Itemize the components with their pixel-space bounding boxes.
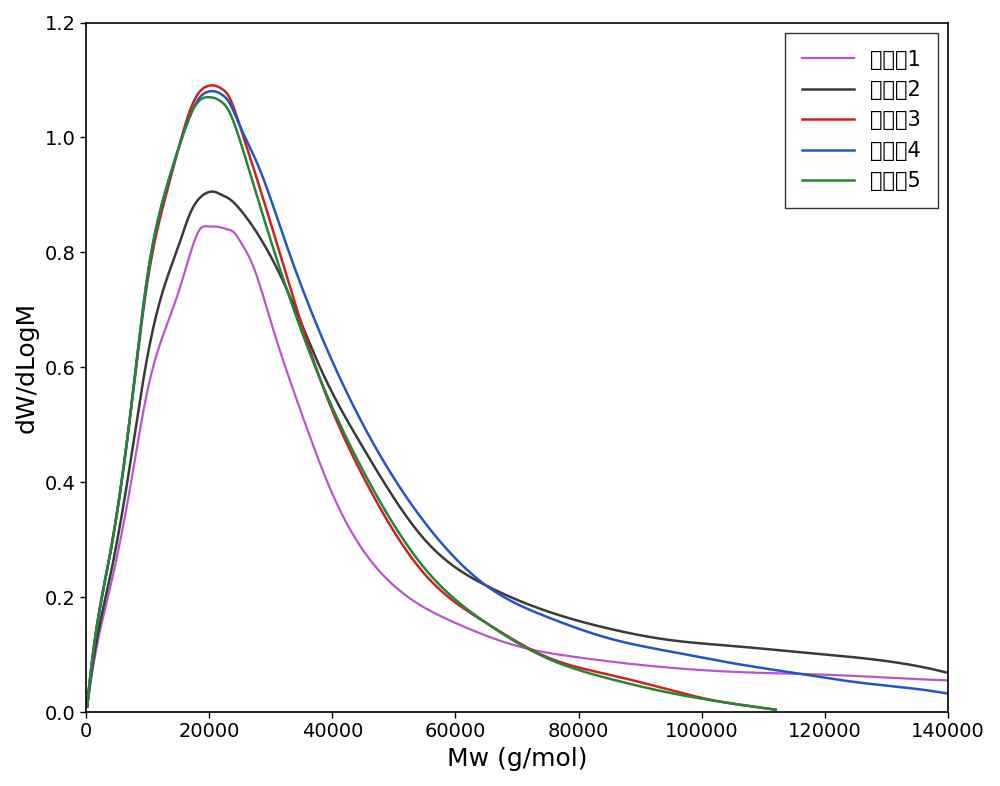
Line: 实施兠2: 实施兠2 bbox=[87, 192, 948, 707]
实施兠4 bbox=[631, 641, 643, 650]
X-axis label: Mw (g/mol): Mw (g/mol) bbox=[447, 747, 587, 771]
Line: 实施兠3: 实施兠3 bbox=[87, 86, 776, 710]
实施兠5 bbox=[521, 644, 533, 653]
实施兠2 bbox=[134, 395, 146, 405]
实施兠5 bbox=[482, 619, 494, 629]
实施兠3 bbox=[500, 630, 512, 640]
实施兠4 bbox=[582, 627, 594, 637]
实施兠3 bbox=[521, 642, 533, 652]
实施兠1 bbox=[824, 670, 836, 680]
实施兠1 bbox=[81, 702, 93, 711]
实施兠5 bbox=[675, 690, 687, 700]
实施兠5 bbox=[500, 631, 512, 641]
实施兠4 bbox=[206, 86, 218, 96]
实施兠1 bbox=[605, 657, 617, 667]
实施兠3 bbox=[123, 417, 135, 427]
实施兠1 bbox=[942, 676, 954, 685]
实施兠5 bbox=[123, 417, 135, 427]
实施兠2 bbox=[582, 619, 594, 628]
Line: 实施兠1: 实施兠1 bbox=[87, 226, 948, 707]
实施兠1 bbox=[631, 659, 643, 669]
实施兠3 bbox=[770, 705, 782, 714]
实施兠3 bbox=[81, 702, 93, 711]
实施兠5 bbox=[604, 674, 616, 684]
实施兠4 bbox=[605, 634, 617, 644]
实施兠2 bbox=[605, 624, 617, 634]
实施兠1 bbox=[200, 222, 212, 231]
实施兠4 bbox=[824, 674, 836, 683]
实施兠2 bbox=[824, 650, 836, 659]
Line: 实施兠4: 实施兠4 bbox=[87, 91, 948, 707]
实施兠2 bbox=[631, 630, 643, 639]
实施兠5 bbox=[81, 702, 93, 711]
实施兠5 bbox=[770, 705, 782, 714]
Y-axis label: dW/dLogM: dW/dLogM bbox=[15, 302, 39, 433]
实施兠3 bbox=[482, 619, 494, 629]
实施兠4 bbox=[942, 689, 954, 698]
实施兠2 bbox=[81, 702, 93, 711]
实施兠4 bbox=[735, 660, 747, 670]
实施兠2 bbox=[942, 668, 954, 678]
实施兠3 bbox=[675, 688, 687, 697]
实施兠3 bbox=[206, 81, 218, 90]
实施兠4 bbox=[134, 328, 146, 337]
实施兠1 bbox=[582, 654, 594, 663]
实施兠3 bbox=[604, 670, 616, 680]
实施兠2 bbox=[206, 187, 218, 196]
Legend: 实施兠1, 实施兠2, 实施兠3, 实施兠4, 实施兠5: 实施兠1, 实施兠2, 实施兠3, 实施兠4, 实施兠5 bbox=[785, 33, 938, 208]
实施兠5 bbox=[202, 93, 214, 102]
实施兠4 bbox=[81, 702, 93, 711]
实施兠2 bbox=[735, 642, 747, 652]
实施兠1 bbox=[735, 667, 747, 677]
实施兠1 bbox=[134, 425, 146, 435]
Line: 实施兠5: 实施兠5 bbox=[87, 97, 776, 710]
